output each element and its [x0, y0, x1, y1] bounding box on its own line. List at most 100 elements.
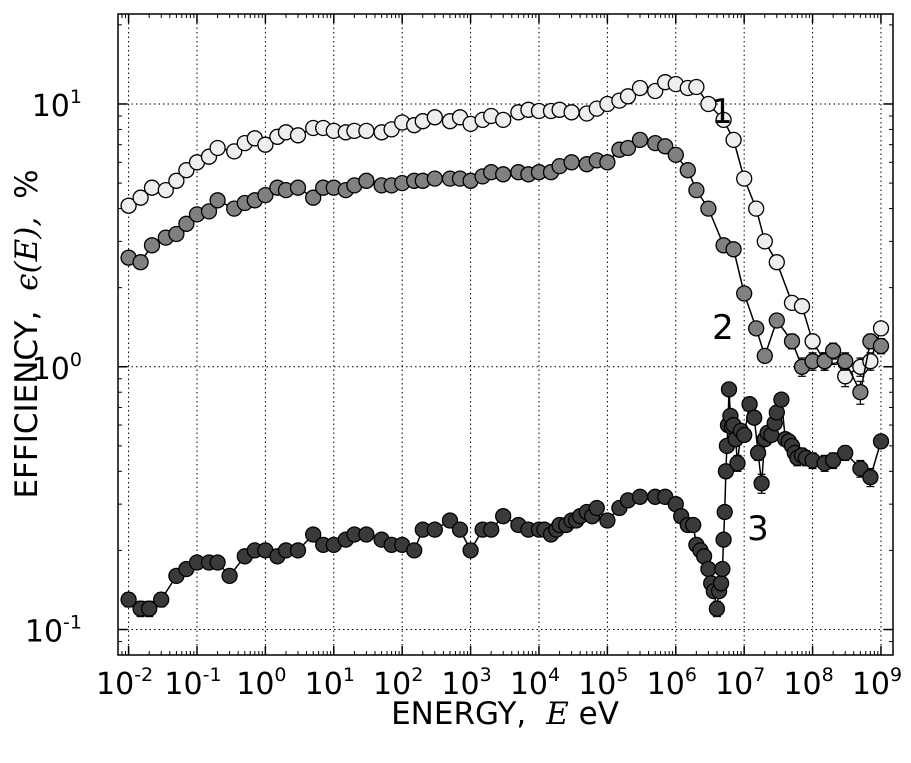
data-point [441, 512, 459, 529]
data-point [657, 138, 674, 155]
x-tick-label: 101 [305, 664, 355, 702]
x-tick-label: 10-1 [164, 664, 221, 702]
data-point [426, 170, 443, 187]
data-point [714, 560, 731, 578]
data-point [141, 600, 158, 617]
data-point [495, 166, 512, 183]
data-point [862, 469, 879, 486]
data-point [725, 241, 742, 258]
data-point [588, 499, 605, 517]
data-point [716, 503, 733, 521]
x-axis-label-suffix: eV [579, 696, 619, 732]
data-point [688, 78, 705, 96]
data-point [257, 186, 274, 204]
data-point [741, 396, 758, 413]
data-point [599, 512, 616, 529]
data-point [495, 111, 512, 129]
data-point [132, 254, 149, 271]
data-point [824, 342, 842, 359]
x-tick-label: 10-2 [96, 664, 153, 702]
ticks: 10-2 10-1 100 101 102 103 104 105 106 107 108 109 10… [25, 14, 902, 702]
data-point [872, 433, 890, 450]
data-point [748, 200, 765, 217]
data-point [685, 516, 702, 534]
data-point [736, 170, 753, 187]
data-point [872, 337, 890, 355]
data-point [712, 575, 730, 592]
data-point [619, 88, 637, 105]
x-tick-label: 109 [852, 664, 902, 702]
data-point [715, 531, 732, 548]
data-point [700, 200, 717, 217]
data-point [748, 320, 765, 337]
data-point [563, 104, 580, 121]
data-point [120, 591, 137, 608]
data-point [872, 320, 890, 337]
plot-frame [117, 13, 894, 656]
x-tick-label: 106 [647, 664, 697, 702]
data-point [305, 189, 322, 206]
data-point [793, 298, 811, 315]
data-point [209, 554, 226, 571]
data-point [289, 127, 307, 144]
series-layer [120, 74, 890, 618]
data-point [631, 488, 649, 505]
y-axis-label-symbol: ϵ(E), [9, 217, 45, 291]
data-point [768, 254, 785, 271]
data-point [495, 508, 512, 525]
data-point [143, 237, 161, 254]
data-point [200, 203, 218, 220]
data-point [168, 225, 185, 243]
data-point [720, 381, 738, 398]
data-point [700, 560, 717, 578]
data-point [563, 154, 580, 171]
data-point [619, 139, 637, 157]
data-point [305, 526, 322, 543]
x-tick-label: 100 [236, 664, 286, 702]
data-point [358, 526, 375, 543]
data-point [700, 95, 717, 113]
data-point [679, 162, 696, 179]
y-axis-label-prefix: EFFICIENCY, [9, 311, 45, 499]
data-point [749, 444, 767, 462]
data-point [426, 521, 443, 538]
data-point [837, 353, 854, 370]
data-point [358, 122, 375, 140]
data-point [729, 454, 746, 472]
data-point [753, 475, 770, 492]
x-axis-label-prefix: ENERGY, [391, 696, 526, 732]
curve-label-1: 1 [711, 92, 733, 132]
data-point [631, 79, 649, 97]
data-point [736, 426, 753, 444]
data-point [178, 215, 195, 232]
data-point [157, 181, 174, 199]
x-tick-label: 103 [441, 664, 491, 702]
data-point [451, 521, 469, 538]
series-3 [120, 381, 890, 618]
series-2 [120, 131, 890, 405]
y-axis-label-suffix: % [9, 169, 45, 198]
data-point [852, 384, 869, 401]
data-point [120, 197, 137, 214]
data-point [631, 131, 649, 149]
x-tick-label: 107 [715, 664, 765, 702]
data-point [132, 189, 149, 206]
data-point [804, 333, 821, 350]
data-point [143, 179, 161, 196]
data-point [483, 521, 500, 538]
y-tick-label: 101 [32, 86, 82, 124]
data-point [153, 591, 170, 608]
data-point [756, 347, 773, 365]
x-tick-label: 108 [783, 664, 833, 702]
curve-label-3: 3 [747, 509, 769, 549]
data-point [756, 233, 773, 250]
data-point [406, 542, 423, 559]
data-point [816, 353, 833, 370]
data-point [257, 136, 274, 153]
x-tick-label: 105 [578, 664, 628, 702]
data-point [462, 542, 479, 559]
data-point [783, 333, 801, 350]
data-point [226, 143, 243, 160]
x-tick-label: 104 [510, 664, 560, 702]
data-point [426, 109, 443, 126]
